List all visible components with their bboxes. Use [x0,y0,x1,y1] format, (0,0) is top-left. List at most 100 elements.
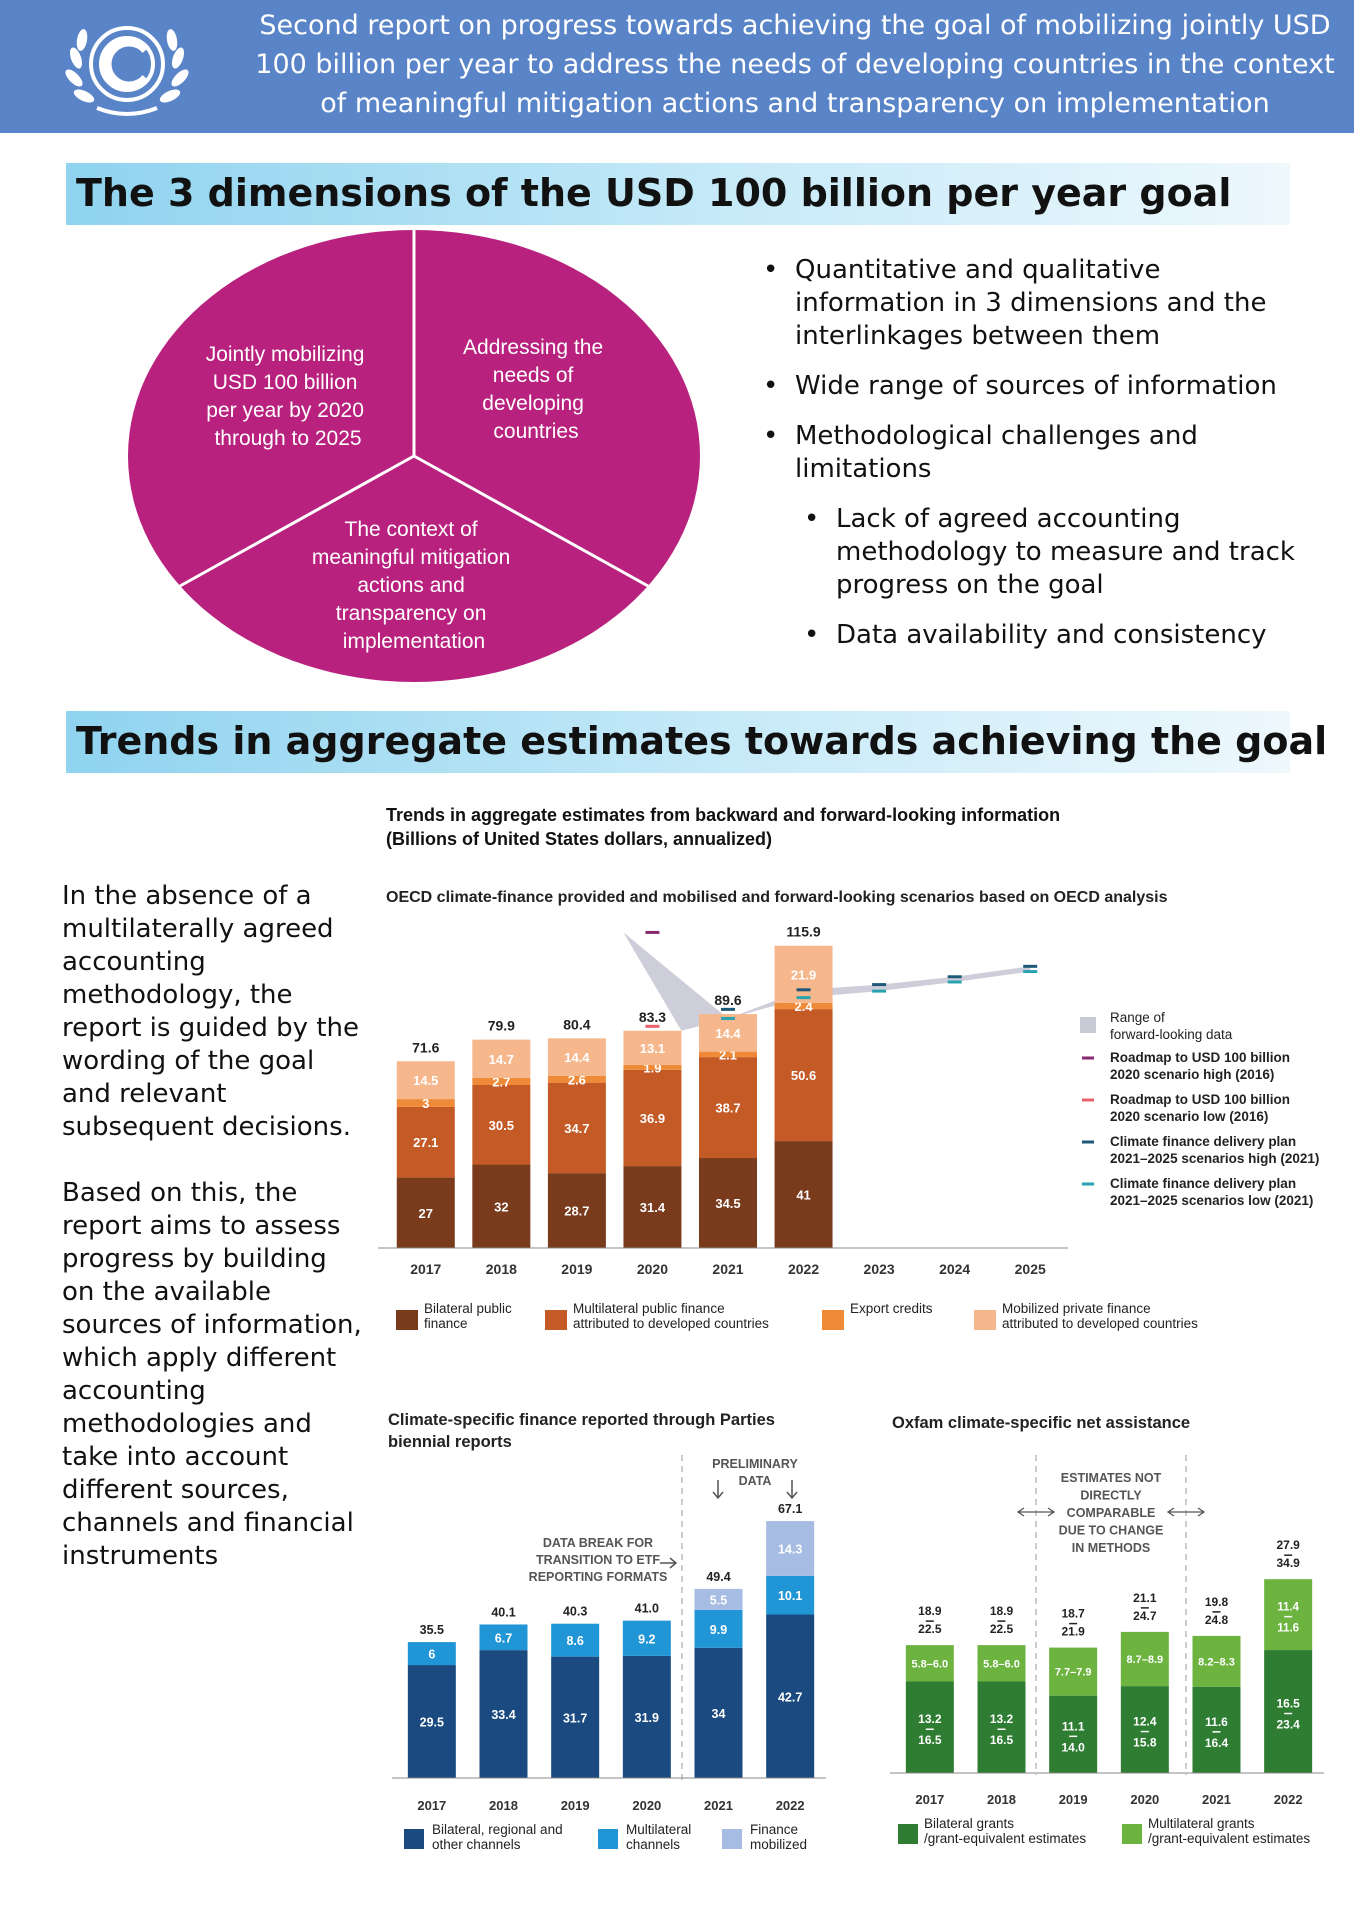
bar-value-label: 21.9 [791,967,816,982]
x-tick-label: 2019 [561,1261,592,1277]
bar-segment [1049,1647,1098,1696]
bar-range-label: 16.5 [1276,1697,1300,1711]
methods-annotation: IN METHODS [1072,1541,1150,1555]
bar-value-label: 50.6 [791,1068,816,1083]
bar-range-label: 7.7–7.9 [1055,1667,1092,1679]
bar-segment [547,1075,606,1083]
bar-value-label: 41 [796,1188,810,1203]
bar-value-label: 14.5 [413,1073,438,1088]
legend-label: attributed to developed countries [1002,1316,1198,1331]
methodology-paragraph: Based on this, the report aims to assess… [62,1178,362,1571]
bar-segment [623,1166,682,1248]
bar-segment [699,1158,757,1248]
bar-segment [699,1014,757,1052]
x-tick-label: 2017 [410,1261,441,1277]
bar-total-label: 21.1 [1133,1591,1157,1605]
bar-value-label: 6 [428,1648,435,1662]
data-break-arrow [660,1557,678,1569]
x-tick-label: 2024 [939,1261,970,1277]
legend-scenario-label: 2020 scenario high (2016) [1110,1067,1274,1082]
bullet-item: Methodological challenges and limitation… [760,420,1300,486]
dimension-bullets: Quantitative and qualitative information… [760,254,1300,669]
bar-range-label: 13.2 [990,1712,1014,1726]
legend-scenario-label: 2021–2025 scenarios low (2021) [1110,1193,1313,1208]
legend-swatch [1122,1824,1142,1844]
methods-annotation: COMPARABLE [1067,1506,1156,1520]
bar-total-label: 21.9 [1061,1625,1085,1639]
data-break-annotation: TRANSITION TO ETF [536,1553,660,1567]
legend-label: channels [626,1837,680,1852]
bar-segment [977,1645,1026,1682]
bar-segment [622,1620,671,1656]
bar-total-label: 19.8 [1205,1595,1229,1609]
legend-swatch [396,1310,418,1330]
bar-range-label: 16.5 [990,1733,1014,1747]
methods-annotation: DUE TO CHANGE [1059,1524,1164,1538]
header-banner: Second report on progress towards achiev… [0,0,1354,133]
bar-value-label: 14.7 [489,1052,514,1067]
legend-label: /grant-equivalent estimates [924,1831,1086,1846]
bar-segment [547,1082,606,1174]
report-title: Second report on progress towards achiev… [255,10,1335,119]
methodology-paragraph: In the absence of a multilaterally agree… [62,881,360,1142]
legend-label: Bilateral, regional and [432,1822,563,1837]
bar-value-label: 36.9 [640,1111,665,1126]
bar-range-label: 13.2 [918,1712,942,1726]
bar-segment [694,1647,743,1778]
bar-range-label: 23.4 [1276,1718,1300,1732]
legend-swatch [404,1829,424,1849]
bar-segment [1192,1635,1241,1687]
bar-total-label: 40.1 [491,1605,515,1619]
bar-segment [694,1588,743,1610]
bar-value-label: 14.4 [715,1026,741,1041]
legend-scenario-label: Roadmap to USD 100 billion [1110,1092,1290,1107]
bar-value-label: 9.2 [638,1632,655,1646]
legend-label: Multilateral public finance [573,1301,725,1316]
x-tick-label: 2021 [712,1261,743,1277]
bar-total-label: 49.4 [706,1570,730,1584]
bar-segment [479,1650,528,1778]
bar-value-label: 34.7 [564,1121,589,1136]
bar-value-label: 28.7 [564,1204,589,1219]
bar-segment [622,1655,671,1778]
bar-total-label: 40.3 [563,1605,587,1619]
bar-range-label: 11.4 [1277,1602,1299,1614]
bar-segment [407,1665,456,1778]
bar-value-label: 42.7 [778,1690,802,1704]
figure-title: Trends in aggregate estimates from backw… [386,803,1060,851]
bullet-item: Wide range of sources of information [760,370,1300,403]
bar-segment [407,1642,456,1666]
x-tick-label: 2021 [704,1798,733,1813]
bar-value-label: 3 [422,1096,429,1111]
legend-label: Bilateral grants [924,1816,1014,1831]
bar-total-label: 80.4 [563,1016,590,1032]
bar-total-label: 83.3 [639,1009,666,1025]
bar-segment [396,1177,455,1248]
bar-value-label: 14.4 [564,1050,590,1065]
bar-value-label: 34.5 [715,1196,740,1211]
bar-segment [977,1681,1026,1773]
bar-range-label: 16.5 [918,1733,942,1747]
chart1-title: OECD climate-finance provided and mobili… [386,889,1168,906]
bar-segment [396,1099,455,1107]
x-tick-label: 2021 [1202,1792,1231,1807]
legend-scenario-label: 2020 scenario low (2016) [1110,1109,1268,1124]
bar-value-label: 34 [712,1707,726,1721]
legend-swatch [598,1829,618,1849]
bar-value-label: 31.7 [563,1711,587,1725]
bar-range-label: 5.8–6.0 [983,1658,1020,1670]
bar-total-label: 34.9 [1276,1556,1300,1570]
bar-segment [699,1051,757,1058]
section-title-dimensions: The 3 dimensions of the USD 100 billion … [76,171,1232,215]
legend-swatch [545,1310,567,1330]
bar-segment [1264,1650,1313,1773]
bar-range-label: 11.6 [1205,1715,1228,1729]
data-break-annotation: DATA BREAK FOR [543,1536,653,1550]
bar-segment [623,1064,682,1070]
pie-segment-goal: Jointly mobilizing USD 100 billion per y… [206,343,371,450]
x-tick-label: 2018 [486,1261,517,1277]
bar-value-label: 2.7 [492,1074,510,1089]
bar-segment [472,1164,531,1248]
legend-label: other channels [432,1837,521,1852]
bar-total-label: 115.9 [786,924,820,940]
